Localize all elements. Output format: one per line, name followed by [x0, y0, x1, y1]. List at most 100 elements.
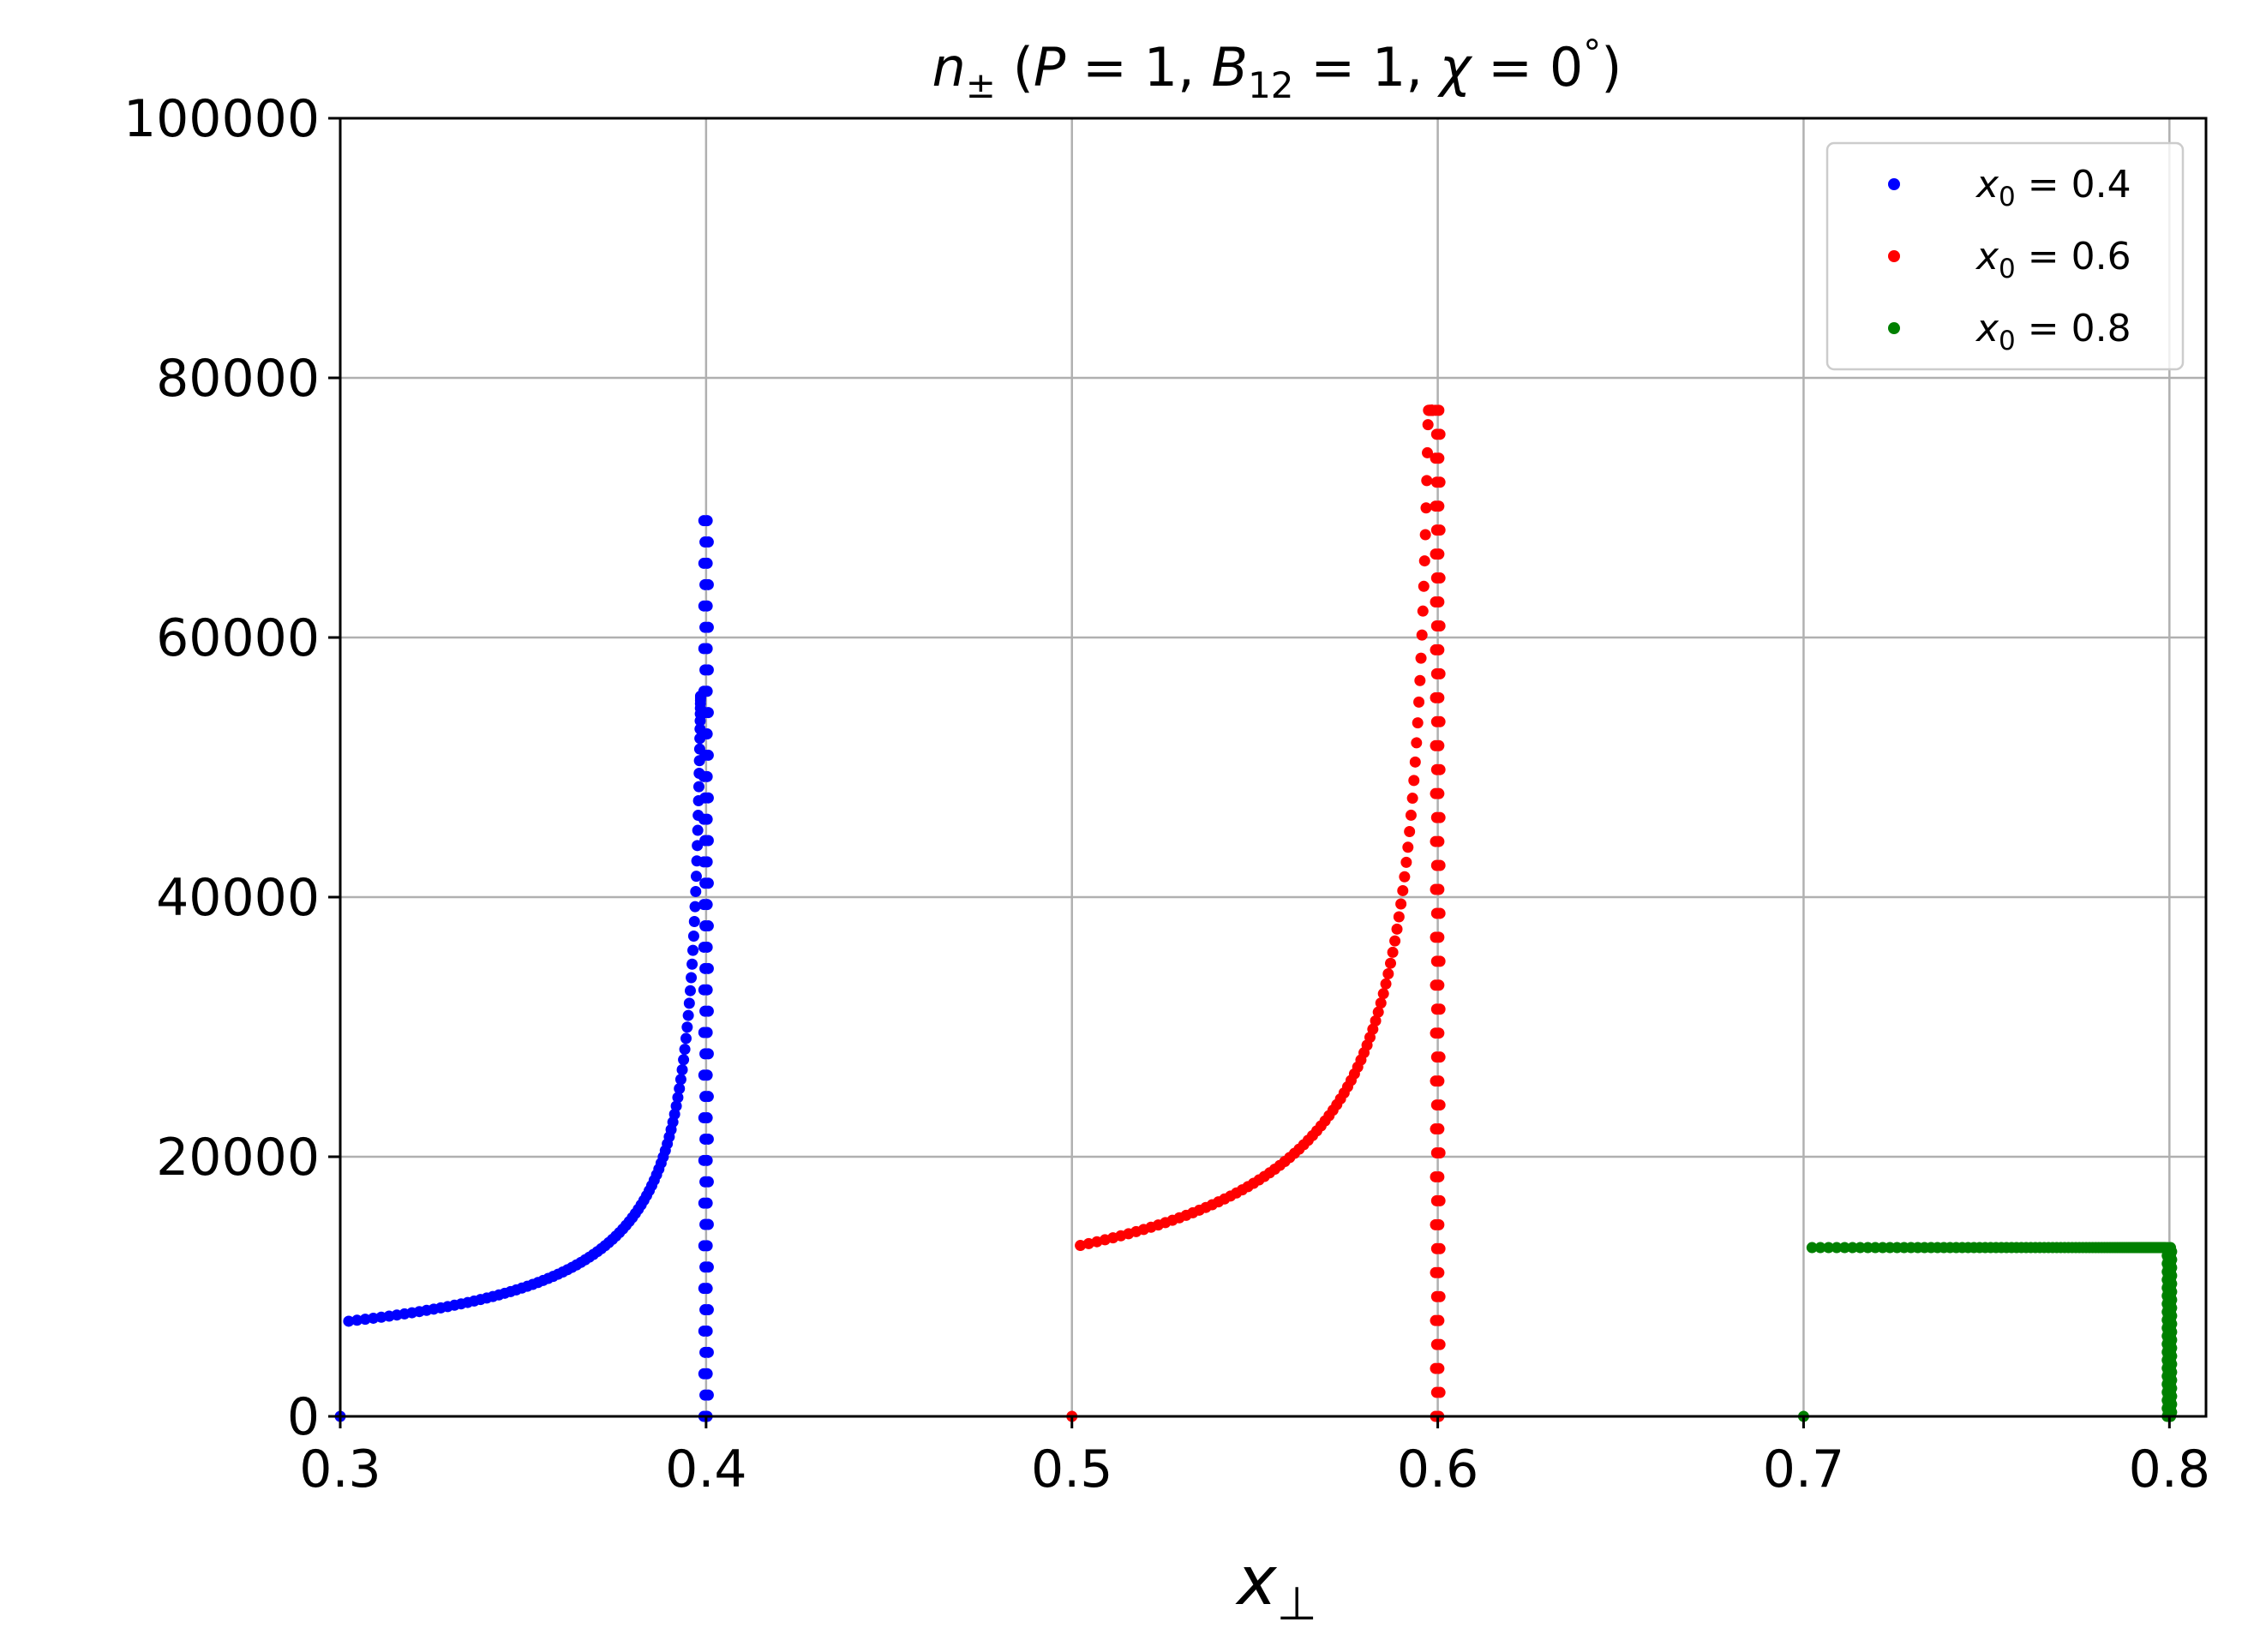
data-point-series-3 — [1814, 1242, 1826, 1254]
x-axis-label: x⊥ — [1234, 1543, 1316, 1631]
data-point-series-2 — [1434, 1386, 1446, 1398]
data-point-series-1 — [683, 997, 695, 1009]
data-point-series-1 — [698, 685, 710, 697]
legend-marker-x0-0.4 — [1888, 178, 1900, 190]
data-point-series-1 — [702, 1005, 714, 1017]
data-point-series-2 — [1430, 739, 1442, 751]
title-open: ( — [996, 36, 1034, 99]
data-point-series-2 — [1434, 1290, 1446, 1302]
data-point-series-2 — [1430, 667, 1442, 679]
data-point-series-1 — [701, 1112, 713, 1124]
data-point-series-2 — [1434, 1051, 1446, 1063]
data-point-series-3 — [1847, 1242, 1859, 1254]
data-point-series-2 — [1430, 404, 1442, 416]
data-point-series-1 — [702, 1304, 714, 1316]
data-point-series-2 — [1430, 715, 1442, 727]
data-point-series-2 — [1387, 946, 1399, 958]
data-point-series-1 — [699, 664, 711, 676]
data-point-series-2 — [1434, 907, 1446, 919]
data-point-series-2 — [1391, 923, 1403, 935]
data-point-series-1 — [698, 515, 710, 527]
title-chi: χ — [1437, 36, 1473, 99]
data-point-series-2 — [1367, 1023, 1379, 1035]
data-point-series-1 — [682, 1009, 694, 1021]
data-point-series-1 — [702, 1091, 714, 1103]
title-eq3: = 0 — [1471, 36, 1583, 99]
data-point-series-1 — [699, 707, 711, 719]
data-point-series-1 — [692, 781, 704, 793]
chart-title: n± (P = 1, B12 = 1, χ = 0°) — [932, 32, 1622, 106]
data-point-series-2 — [1430, 428, 1442, 440]
legend-marker-x0-0.6 — [1888, 250, 1900, 262]
data-point-series-2 — [1404, 825, 1416, 837]
y-tick-label: 80000 — [156, 349, 320, 409]
data-point-series-1 — [698, 600, 710, 612]
data-point-series-3 — [1838, 1242, 1850, 1254]
data-point-series-2 — [1075, 1240, 1087, 1252]
title-sub12: 12 — [1248, 64, 1293, 106]
data-point-series-2 — [1418, 555, 1430, 567]
data-point-series-2 — [1430, 835, 1442, 847]
data-point-series-1 — [701, 1240, 713, 1252]
x-axis-label-sub: ⊥ — [1277, 1577, 1317, 1631]
data-point-series-2 — [1430, 859, 1442, 871]
data-point-series-2 — [1434, 1003, 1446, 1015]
legend-marker-x0-0.8 — [1888, 322, 1900, 334]
data-point-series-2 — [1400, 856, 1412, 868]
data-point-series-2 — [1434, 1099, 1446, 1111]
data-point-series-2 — [1420, 502, 1432, 514]
data-point-series-2 — [1430, 620, 1442, 631]
data-point-series-2 — [1370, 1015, 1382, 1027]
data-point-series-1 — [702, 1218, 714, 1230]
data-point-series-2 — [1406, 793, 1418, 805]
data-point-series-2 — [1434, 1338, 1446, 1350]
data-point-series-2 — [1409, 756, 1421, 768]
data-point-series-1 — [702, 1176, 714, 1188]
y-tick-label: 40000 — [156, 868, 320, 928]
legend-box — [1825, 141, 2185, 371]
y-tick-label: 0 — [287, 1387, 320, 1447]
data-point-series-2 — [1380, 978, 1392, 990]
data-point-series-1 — [692, 824, 704, 836]
data-point-series-2 — [1433, 1027, 1445, 1039]
y-tick-label: 60000 — [156, 608, 320, 668]
data-point-series-3 — [1806, 1242, 1818, 1254]
data-point-series-1 — [698, 557, 710, 569]
axis-ticks: 0.3 0.4 0.5 0.6 0.7 0.8 0 20000 40000 60000 80000 1… — [123, 89, 2210, 1499]
data-point-series-1 — [698, 643, 710, 655]
data-point-series-3 — [1855, 1242, 1867, 1254]
data-point-series-2 — [1414, 674, 1426, 686]
data-point-series-1 — [359, 1314, 371, 1326]
data-point-series-1 — [701, 1069, 713, 1081]
data-point-series-2 — [1422, 446, 1434, 458]
data-point-series-2 — [1430, 500, 1442, 512]
data-point-series-2 — [1430, 596, 1442, 608]
data-point-series-2 — [1382, 967, 1394, 979]
y-tick-label: 20000 — [156, 1128, 320, 1188]
data-point-series-1 — [702, 1133, 714, 1145]
data-point-series-2 — [1430, 691, 1442, 703]
data-point-series-1 — [701, 1283, 713, 1295]
legend-label-x0-0.6: x0 = 0.6 — [1975, 235, 2131, 284]
data-point-series-1 — [689, 901, 701, 913]
data-point-series-1 — [698, 728, 710, 740]
data-point-series-2 — [1413, 696, 1425, 708]
data-point-series-1 — [684, 985, 696, 997]
data-point-series-1 — [702, 1048, 714, 1060]
data-point-series-1 — [699, 749, 711, 761]
plot-area-frame — [339, 117, 2208, 1418]
x-tick-label: 0.4 — [665, 1440, 746, 1499]
data-point-series-2 — [1402, 841, 1414, 853]
x-tick-label: 0.6 — [1397, 1440, 1478, 1499]
data-point-series-1 — [698, 941, 710, 953]
data-point-series-2 — [1430, 811, 1442, 823]
data-point-series-1 — [701, 1154, 713, 1166]
data-point-series-3 — [1823, 1242, 1835, 1254]
data-point-series-2 — [1430, 787, 1442, 799]
data-point-series-1 — [679, 1044, 691, 1056]
data-point-series-1 — [699, 920, 711, 932]
data-point-series-2 — [1416, 629, 1428, 641]
data-point-series-2 — [1417, 605, 1429, 617]
title-deg: ° — [1583, 32, 1601, 74]
title-pm: ± — [966, 64, 996, 106]
